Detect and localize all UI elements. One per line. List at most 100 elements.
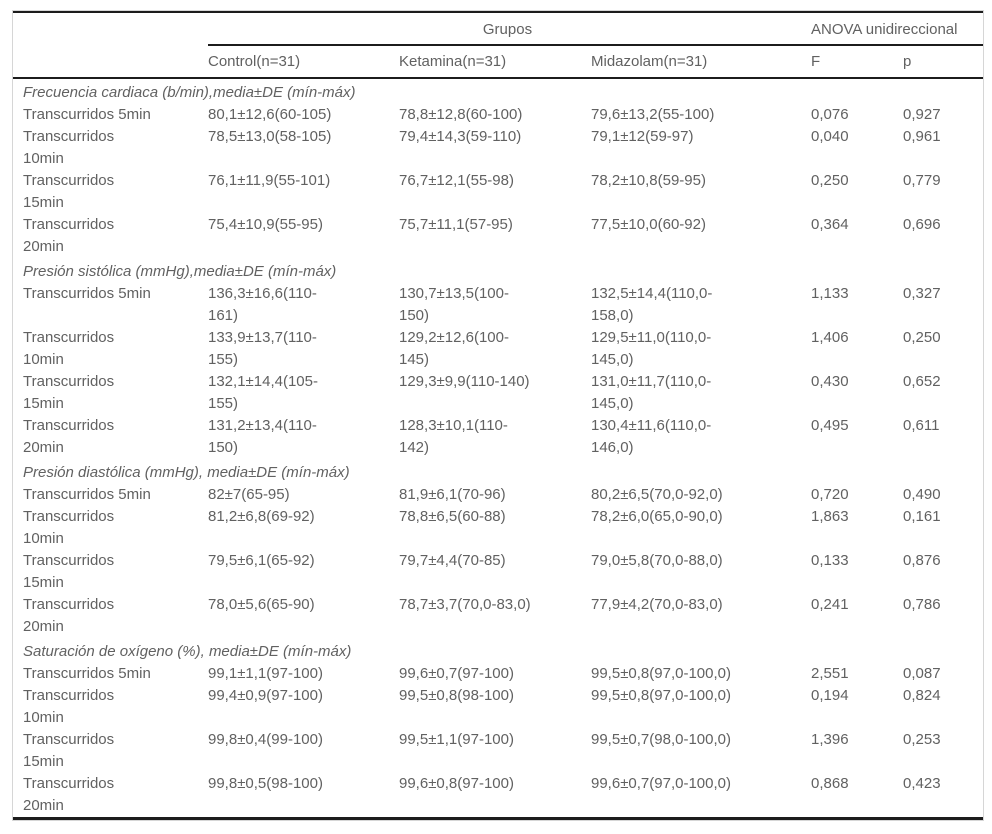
row-label: Transcurridos 15min (23, 373, 115, 412)
row-label: Transcurridos 10min (23, 329, 115, 368)
cell-control: 76,1±11,9(55-101) (208, 172, 331, 189)
anova-results-table: Grupos ANOVA unidireccional Control(n=31… (13, 11, 983, 820)
p-column-header: p (903, 45, 983, 79)
table-row: Transcurridos 20min 78,0±5,6(65-90) 78,7±3… (13, 594, 983, 638)
cell-f: 1,396 (811, 731, 849, 748)
table-row: Transcurridos 20min 99,8±0,5(98-100) 99,6±… (13, 773, 983, 819)
spanning-header-row: Grupos ANOVA unidireccional (13, 12, 983, 46)
table-row: Transcurridos 20min 131,2±13,4(110- 150) 1… (13, 415, 983, 459)
table-row: Transcurridos 15min 79,5±6,1(65-92) 79,7±4… (13, 550, 983, 594)
cell-p: 0,652 (903, 373, 941, 390)
control-column-header: Control(n=31) (208, 45, 399, 79)
row-label: Transcurridos 20min (23, 775, 115, 814)
cell-p: 0,927 (903, 106, 941, 123)
table-row: Transcurridos 5min 136,3±16,6(110- 161) 13… (13, 283, 983, 327)
table-row: Transcurridos 5min 80,1±12,6(60-105) 78,8±… (13, 104, 983, 126)
cell-p: 0,161 (903, 508, 941, 525)
cell-midazolam: 99,5±0,8(97,0-100,0) (591, 687, 731, 704)
cell-ketamina: 81,9±6,1(70-96) (399, 486, 506, 503)
cell-p: 0,876 (903, 552, 941, 569)
cell-control: 99,1±1,1(97-100) (208, 665, 323, 682)
cell-midazolam: 129,5±11,0(110,0- 145,0) (591, 329, 712, 368)
ketamina-column-header: Ketamina(n=31) (399, 45, 591, 79)
cell-midazolam: 79,6±13,2(55-100) (591, 106, 715, 123)
table-row: Transcurridos 10min 78,5±13,0(58-105) 79,4… (13, 126, 983, 170)
cell-p: 0,824 (903, 687, 941, 704)
cell-ketamina: 99,6±0,7(97-100) (399, 665, 514, 682)
table-row: Transcurridos 20min 75,4±10,9(55-95) 75,7±… (13, 214, 983, 258)
anova-span-header: ANOVA unidireccional (811, 12, 983, 46)
table-row: Transcurridos 10min 99,4±0,9(97-100) 99,5±… (13, 685, 983, 729)
cell-p: 0,423 (903, 775, 941, 792)
cell-ketamina: 78,8±6,5(60-88) (399, 508, 506, 525)
cell-f: 0,076 (811, 106, 849, 123)
cell-ketamina: 76,7±12,1(55-98) (399, 172, 514, 189)
cell-p: 0,087 (903, 665, 941, 682)
table-row: Transcurridos 5min 82±7(65-95) 81,9±6,1(70… (13, 484, 983, 506)
row-label: Transcurridos 5min (23, 106, 151, 123)
table-header: Grupos ANOVA unidireccional Control(n=31… (13, 12, 983, 79)
cell-midazolam: 99,6±0,7(97,0-100,0) (591, 775, 731, 792)
cell-p: 0,786 (903, 596, 941, 613)
cell-midazolam: 131,0±11,7(110,0- 145,0) (591, 373, 712, 412)
cell-p: 0,961 (903, 128, 941, 145)
cell-control: 131,2±13,4(110- 150) (208, 417, 317, 456)
row-label: Transcurridos 5min (23, 285, 151, 302)
cell-f: 0,250 (811, 172, 849, 189)
cell-midazolam: 78,2±6,0(65,0-90,0) (591, 508, 723, 525)
section-title: Saturación de oxígeno (%), media±DE (mín… (23, 643, 352, 660)
row-label: Transcurridos 10min (23, 687, 115, 726)
cell-midazolam: 130,4±11,6(110,0- 146,0) (591, 417, 712, 456)
cell-f: 2,551 (811, 665, 849, 682)
cell-f: 0,040 (811, 128, 849, 145)
row-label: Transcurridos 20min (23, 596, 115, 635)
cell-control: 99,8±0,4(99-100) (208, 731, 323, 748)
cell-f: 1,133 (811, 285, 849, 302)
empty-corner-cell (13, 12, 208, 45)
cell-p: 0,611 (903, 417, 940, 434)
section-title: Presión diastólica (mmHg), media±DE (mín… (23, 464, 350, 481)
cell-control: 81,2±6,8(69-92) (208, 508, 315, 525)
cell-f: 0,720 (811, 486, 849, 503)
midazolam-column-header: Midazolam(n=31) (591, 45, 811, 79)
cell-f: 0,133 (811, 552, 849, 569)
cell-midazolam: 77,5±10,0(60-92) (591, 216, 706, 233)
cell-control: 99,4±0,9(97-100) (208, 687, 323, 704)
cell-control: 82±7(65-95) (208, 486, 290, 503)
table-row: Transcurridos 10min 81,2±6,8(69-92) 78,8±6… (13, 506, 983, 550)
cell-p: 0,490 (903, 486, 941, 503)
cell-control: 99,8±0,5(98-100) (208, 775, 323, 792)
section-row: Saturación de oxígeno (%), media±DE (mín… (13, 638, 983, 663)
table-row: Transcurridos 15min 132,1±14,4(105- 155) 1… (13, 371, 983, 415)
cell-control: 133,9±13,7(110- 155) (208, 329, 317, 368)
cell-control: 78,5±13,0(58-105) (208, 128, 332, 145)
cell-p: 0,779 (903, 172, 941, 189)
cell-midazolam: 80,2±6,5(70,0-92,0) (591, 486, 723, 503)
cell-midazolam: 79,1±12(59-97) (591, 128, 694, 145)
cell-midazolam: 99,5±0,7(98,0-100,0) (591, 731, 731, 748)
results-table-container: Grupos ANOVA unidireccional Control(n=31… (12, 10, 984, 821)
section-title: Presión sistólica (mmHg),media±DE (mín-m… (23, 263, 337, 280)
column-header-row: Control(n=31) Ketamina(n=31) Midazolam(n… (13, 45, 983, 79)
empty-label-header (13, 45, 208, 79)
table-row: Transcurridos 15min 99,8±0,4(99-100) 99,5±… (13, 729, 983, 773)
cell-ketamina: 99,5±1,1(97-100) (399, 731, 514, 748)
cell-midazolam: 77,9±4,2(70,0-83,0) (591, 596, 723, 613)
cell-midazolam: 79,0±5,8(70,0-88,0) (591, 552, 723, 569)
cell-f: 0,430 (811, 373, 849, 390)
cell-control: 75,4±10,9(55-95) (208, 216, 323, 233)
row-label: Transcurridos 15min (23, 172, 115, 211)
table-row: Transcurridos 5min 99,1±1,1(97-100) 99,6±0… (13, 663, 983, 685)
cell-p: 0,250 (903, 329, 941, 346)
cell-f: 1,406 (811, 329, 849, 346)
cell-control: 136,3±16,6(110- 161) (208, 285, 317, 324)
row-label: Transcurridos 15min (23, 731, 115, 770)
cell-f: 0,364 (811, 216, 849, 233)
table-row: Transcurridos 10min 133,9±13,7(110- 155) 1… (13, 327, 983, 371)
section-row: Frecuencia cardiaca (b/min),media±DE (mí… (13, 78, 983, 104)
row-label: Transcurridos 5min (23, 665, 151, 682)
cell-p: 0,696 (903, 216, 941, 233)
row-label: Transcurridos 10min (23, 128, 115, 167)
cell-ketamina: 129,2±12,6(100- 145) (399, 329, 509, 368)
cell-ketamina: 75,7±11,1(57-95) (399, 216, 513, 233)
